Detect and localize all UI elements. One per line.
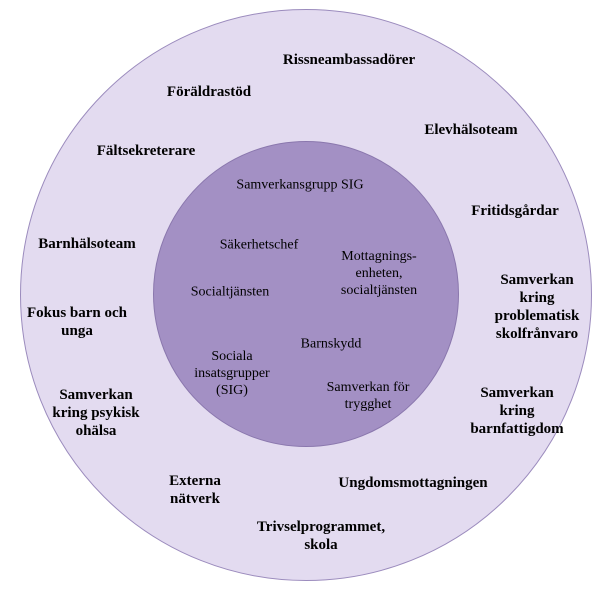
inner-label-5: Sociala insatsgrupper (SIG) bbox=[194, 349, 269, 399]
inner-label-1: Säkerhetschef bbox=[220, 238, 299, 255]
outer-label-12: Trivselprogrammet, skola bbox=[257, 518, 385, 554]
outer-label-1: Föräldrastöd bbox=[167, 83, 251, 101]
inner-label-3: Socialtjänsten bbox=[191, 285, 270, 302]
outer-label-7: Fokus barn och unga bbox=[27, 304, 127, 340]
inner-label-6: Samverkan för trygghet bbox=[327, 380, 410, 414]
outer-label-2: Elevhälsoteam bbox=[424, 121, 517, 139]
outer-label-6: Samverkan kring problematisk skolfrånvar… bbox=[495, 271, 580, 343]
outer-label-8: Samverkan kring barnfattigdom bbox=[470, 384, 563, 438]
diagram-stage: Rissneambassadörer Föräldrastöd Elevhälsot… bbox=[0, 0, 610, 589]
outer-label-5: Barnhälsoteam bbox=[38, 235, 136, 253]
outer-label-11: Externa nätverk bbox=[169, 472, 221, 508]
outer-label-3: Fältsekreterare bbox=[97, 142, 196, 160]
outer-label-9: Samverkan kring psykisk ohälsa bbox=[52, 386, 139, 440]
outer-label-4: Fritidsgårdar bbox=[471, 202, 559, 220]
inner-label-0: Samverkansgrupp SIG bbox=[236, 178, 363, 195]
inner-label-4: Barnskydd bbox=[301, 337, 362, 354]
inner-label-2: Mottagnings- enheten, socialtjänsten bbox=[341, 249, 417, 299]
outer-label-10: Ungdomsmottagningen bbox=[338, 474, 487, 492]
outer-label-0: Rissneambassadörer bbox=[283, 51, 415, 69]
